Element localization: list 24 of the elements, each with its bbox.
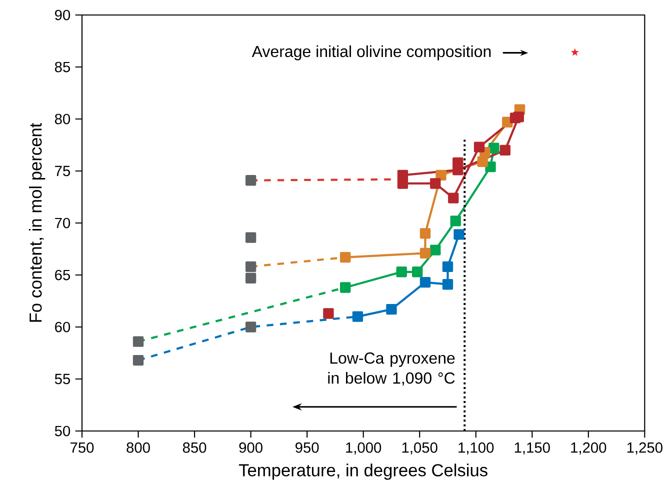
x-tick-label: 900 bbox=[239, 442, 262, 453]
annotation: Average initial olivine composition bbox=[252, 45, 491, 60]
y-tick-label: 55 bbox=[54, 374, 70, 384]
x-tick-label: 1,200 bbox=[571, 442, 606, 454]
x-tick-label: 1,250 bbox=[627, 442, 662, 454]
x-tick-label: 800 bbox=[126, 442, 150, 453]
x-tick-label: 750 bbox=[70, 442, 94, 453]
y-tick-label: 75 bbox=[55, 166, 70, 176]
y-tick-label: 80 bbox=[54, 114, 70, 124]
y-tick-label: 65 bbox=[55, 270, 70, 280]
y-tick-label: 60 bbox=[55, 322, 70, 332]
x-tick-label: 1,150 bbox=[514, 442, 550, 454]
x-tick-label: 1,050 bbox=[402, 442, 438, 454]
y-tick-label: 70 bbox=[55, 218, 70, 228]
y-tick-label: 90 bbox=[55, 10, 70, 20]
x-axis-title: Temperature, in degrees Celsius bbox=[238, 464, 488, 480]
y-tick-label: 85 bbox=[54, 62, 70, 72]
y-axis-title: Fo content, in mol percent bbox=[28, 122, 46, 322]
x-tick-label: 950 bbox=[296, 442, 319, 453]
y-tick-label: 50 bbox=[54, 426, 70, 436]
x-tick-label: 1,100 bbox=[458, 442, 494, 454]
x-tick-label: 1,000 bbox=[346, 442, 382, 454]
x-tick-label: 850 bbox=[182, 442, 206, 453]
annotation: Low-Ca pyroxene in below 1,090 °C bbox=[328, 352, 455, 386]
